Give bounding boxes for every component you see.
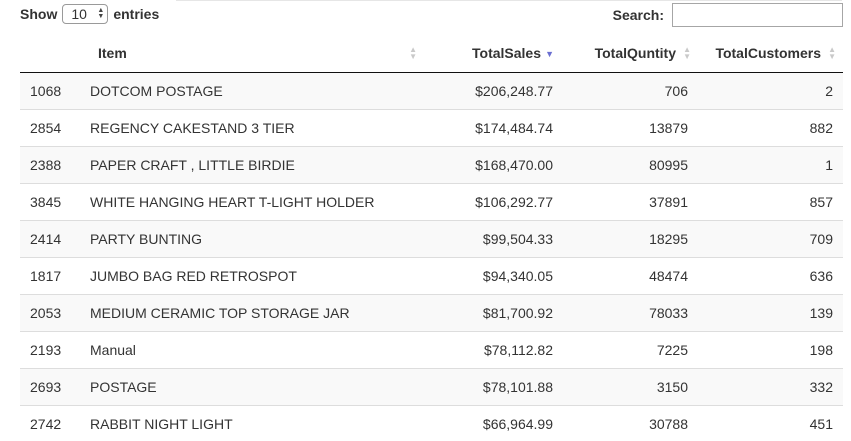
cell-totalquntity: 706 xyxy=(563,72,698,110)
table-row: 2414 PARTY BUNTING $99,504.33 18295 709 xyxy=(20,220,843,258)
cell-index: 2854 xyxy=(20,109,80,147)
column-header-totalsales[interactable]: TotalSales ▼ xyxy=(424,34,563,73)
select-arrows-icon: ▲ ▼ xyxy=(97,7,105,20)
entries-label: entries xyxy=(113,6,160,22)
sort-desc-icon: ▼ xyxy=(545,49,554,59)
column-header-totalquntity[interactable]: TotalQuntity ▲ ▼ xyxy=(563,34,698,73)
cell-index: 2414 xyxy=(20,220,80,258)
cell-item: POSTAGE xyxy=(80,368,424,406)
cell-totalquntity: 18295 xyxy=(563,220,698,258)
cell-item: DOTCOM POSTAGE xyxy=(80,72,424,110)
entries-select-value: 10 xyxy=(71,6,87,22)
cell-totalcustomers: 198 xyxy=(698,331,843,369)
cell-totalquntity: 48474 xyxy=(563,257,698,295)
column-header-index[interactable] xyxy=(20,34,80,73)
top-divider xyxy=(176,0,842,1)
cell-totalquntity: 78033 xyxy=(563,294,698,332)
cell-item: MEDIUM CERAMIC TOP STORAGE JAR xyxy=(80,294,424,332)
cell-totalquntity: 7225 xyxy=(563,331,698,369)
column-header-totalcustomers[interactable]: TotalCustomers ▲ ▼ xyxy=(698,34,843,73)
cell-item: RABBIT NIGHT LIGHT xyxy=(80,405,424,441)
cell-totalquntity: 30788 xyxy=(563,405,698,441)
cell-totalsales: $78,112.82 xyxy=(424,331,563,369)
cell-item: Manual xyxy=(80,331,424,369)
column-header-label: TotalQuntity xyxy=(594,44,676,61)
cell-totalcustomers: 2 xyxy=(698,72,843,110)
sort-both-icon: ▲ ▼ xyxy=(409,45,417,61)
cell-index: 1068 xyxy=(20,72,80,110)
entries-select[interactable]: 10 ▲ ▼ xyxy=(62,4,109,24)
cell-item: WHITE HANGING HEART T-LIGHT HOLDER xyxy=(80,183,424,221)
cell-totalcustomers: 636 xyxy=(698,257,843,295)
cell-index: 2053 xyxy=(20,294,80,332)
cell-item: PARTY BUNTING xyxy=(80,220,424,258)
cell-totalcustomers: 332 xyxy=(698,368,843,406)
table-row: 2742 RABBIT NIGHT LIGHT $66,964.99 30788… xyxy=(20,405,843,441)
table-row: 1817 JUMBO BAG RED RETROSPOT $94,340.05 … xyxy=(20,257,843,295)
table-row: 2388 PAPER CRAFT , LITTLE BIRDIE $168,47… xyxy=(20,146,843,184)
cell-totalquntity: 3150 xyxy=(563,368,698,406)
data-table: Item ▲ ▼ TotalSales ▼ TotalQuntity ▲ ▼ Tot… xyxy=(20,34,843,441)
cell-totalsales: $99,504.33 xyxy=(424,220,563,258)
table-row: 3845 WHITE HANGING HEART T-LIGHT HOLDER … xyxy=(20,183,843,221)
cell-item: PAPER CRAFT , LITTLE BIRDIE xyxy=(80,146,424,184)
column-header-label: Item xyxy=(98,44,127,61)
cell-index: 3845 xyxy=(20,183,80,221)
cell-totalquntity: 80995 xyxy=(563,146,698,184)
cell-totalquntity: 13879 xyxy=(563,109,698,147)
search-input[interactable] xyxy=(672,3,843,27)
cell-totalcustomers: 857 xyxy=(698,183,843,221)
search-control: Search: xyxy=(613,3,843,27)
cell-item: JUMBO BAG RED RETROSPOT xyxy=(80,257,424,295)
cell-totalsales: $81,700.92 xyxy=(424,294,563,332)
cell-totalquntity: 37891 xyxy=(563,183,698,221)
table-row: 2854 REGENCY CAKESTAND 3 TIER $174,484.7… xyxy=(20,109,843,147)
show-label: Show xyxy=(20,6,58,22)
cell-totalsales: $174,484.74 xyxy=(424,109,563,147)
cell-totalsales: $94,340.05 xyxy=(424,257,563,295)
cell-index: 2693 xyxy=(20,368,80,406)
table-row: 2193 Manual $78,112.82 7225 198 xyxy=(20,331,843,369)
sort-both-icon: ▲ ▼ xyxy=(683,45,691,61)
column-header-label: TotalCustomers xyxy=(715,44,821,61)
header-row: Item ▲ ▼ TotalSales ▼ TotalQuntity ▲ ▼ Tot… xyxy=(20,34,843,73)
cell-totalcustomers: 1 xyxy=(698,146,843,184)
cell-totalsales: $206,248.77 xyxy=(424,72,563,110)
column-header-label: TotalSales xyxy=(472,44,541,61)
cell-totalcustomers: 139 xyxy=(698,294,843,332)
cell-totalcustomers: 709 xyxy=(698,220,843,258)
cell-index: 1817 xyxy=(20,257,80,295)
cell-index: 2193 xyxy=(20,331,80,369)
cell-index: 2388 xyxy=(20,146,80,184)
cell-totalcustomers: 882 xyxy=(698,109,843,147)
sort-both-icon: ▲ ▼ xyxy=(828,45,836,61)
cell-totalsales: $168,470.00 xyxy=(424,146,563,184)
entries-length-control: Show 10 ▲ ▼ entries xyxy=(20,3,159,25)
search-label: Search: xyxy=(612,7,664,23)
cell-index: 2742 xyxy=(20,405,80,441)
cell-totalsales: $66,964.99 xyxy=(424,405,563,441)
table-row: 2053 MEDIUM CERAMIC TOP STORAGE JAR $81,… xyxy=(20,294,843,332)
cell-item: REGENCY CAKESTAND 3 TIER xyxy=(80,109,424,147)
column-header-item[interactable]: Item ▲ ▼ xyxy=(80,34,424,73)
cell-totalsales: $106,292.77 xyxy=(424,183,563,221)
table-row: 1068 DOTCOM POSTAGE $206,248.77 706 2 xyxy=(20,72,843,110)
table-row: 2693 POSTAGE $78,101.88 3150 332 xyxy=(20,368,843,406)
cell-totalsales: $78,101.88 xyxy=(424,368,563,406)
cell-totalcustomers: 451 xyxy=(698,405,843,441)
